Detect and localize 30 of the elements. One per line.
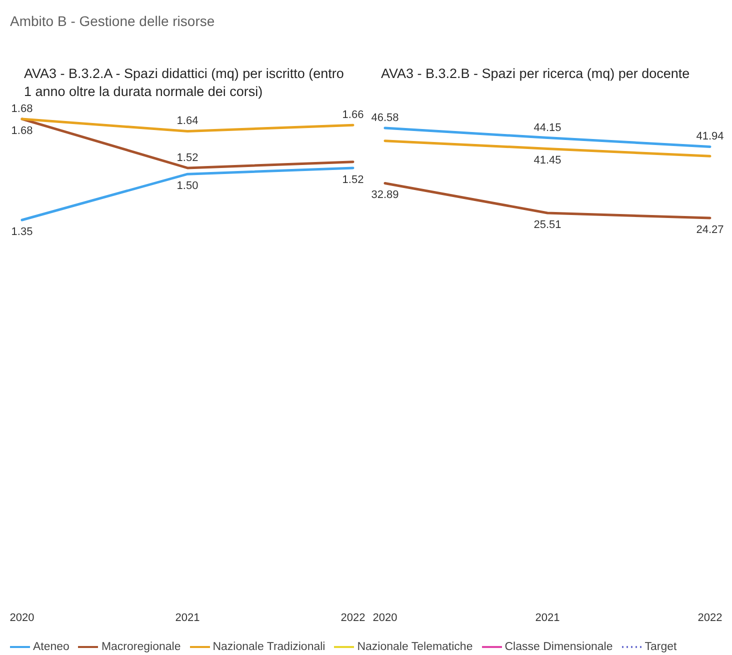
- x-tick-label: 2020: [10, 612, 34, 624]
- legend-label: Nazionale Telematiche: [357, 641, 473, 653]
- data-label: 24.27: [696, 224, 724, 236]
- data-label: 1.35: [11, 226, 33, 238]
- chart-subtitle: AVA3 - B.3.2.B - Spazi per ricerca (mq) per docente: [381, 66, 690, 81]
- data-label: 46.58: [371, 112, 399, 124]
- legend-label: Nazionale Tradizionali: [212, 641, 326, 653]
- chart-subtitle: AVA3 - B.3.2.A - Spazi didattici (mq) per iscritto (entro 1 anno oltre la durata normale dei corsi): [24, 66, 344, 99]
- legend-label: Target: [644, 641, 677, 653]
- x-tick-label: 2020: [372, 612, 398, 624]
- x-tick-label: 2021: [535, 612, 560, 624]
- data-label: 1.68: [11, 103, 33, 115]
- legend-label: Macroregionale: [101, 641, 181, 653]
- data-label: 1.52: [342, 174, 364, 186]
- data-label: 44.15: [534, 122, 562, 134]
- x-tick-label: 2022: [340, 612, 366, 624]
- chart-title: Ambito B - Gestione delle risorse: [10, 13, 215, 29]
- legend-label: Classe Dimensionale: [504, 641, 613, 653]
- data-label: 32.89: [371, 189, 399, 202]
- data-label: 25.51: [534, 219, 562, 231]
- data-label: 1.52: [176, 152, 198, 164]
- x-tick-label: 2021: [175, 612, 200, 624]
- data-label: 41.45: [534, 154, 562, 167]
- data-label: 1.66: [342, 109, 364, 122]
- data-label: 1.64: [176, 115, 198, 128]
- legend-label: Ateneo: [33, 641, 70, 653]
- data-label: 1.50: [176, 180, 198, 192]
- x-tick-label: 2022: [698, 612, 722, 624]
- data-label: 41.94: [696, 130, 724, 143]
- data-label: 1.68: [11, 125, 33, 137]
